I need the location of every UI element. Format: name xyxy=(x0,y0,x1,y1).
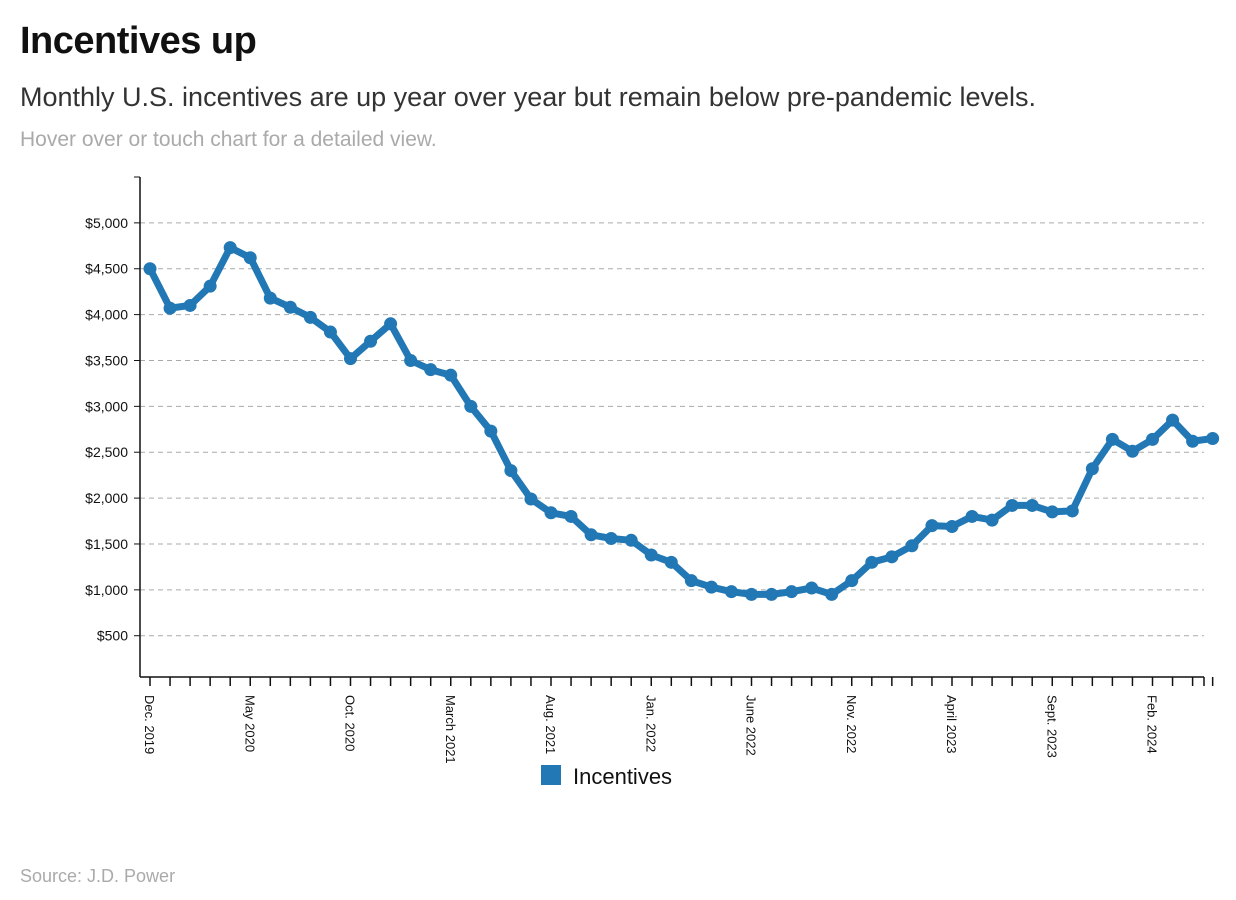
data-point[interactable] xyxy=(704,580,718,594)
x-tick-label: Aug. 2021 xyxy=(543,695,558,754)
y-tick-label: $1,000 xyxy=(85,582,128,598)
data-point[interactable] xyxy=(283,300,297,314)
data-point[interactable] xyxy=(624,533,638,547)
x-tick-label: Jan. 2022 xyxy=(643,695,658,752)
data-point[interactable] xyxy=(1105,432,1119,446)
x-tick-label: Sept. 2023 xyxy=(1044,695,1059,758)
data-point[interactable] xyxy=(223,241,237,255)
data-point[interactable] xyxy=(1025,498,1039,512)
data-point[interactable] xyxy=(1206,431,1220,445)
source-note: Source: J.D. Power xyxy=(20,866,176,886)
data-point[interactable] xyxy=(1065,504,1079,518)
data-point[interactable] xyxy=(524,492,538,506)
data-point[interactable] xyxy=(724,585,738,599)
y-tick-label: $2,000 xyxy=(85,490,128,506)
data-point[interactable] xyxy=(303,310,317,324)
data-point[interactable] xyxy=(985,513,999,527)
x-tick-label: Dec. 2019 xyxy=(142,695,157,754)
data-point[interactable] xyxy=(544,506,558,520)
data-point[interactable] xyxy=(885,550,899,564)
data-point[interactable] xyxy=(1186,434,1200,448)
data-point[interactable] xyxy=(1005,498,1019,512)
data-point[interactable] xyxy=(584,528,598,542)
data-point[interactable] xyxy=(323,325,337,339)
y-tick-label: $500 xyxy=(97,628,128,644)
data-point[interactable] xyxy=(1166,413,1180,427)
y-tick-label: $5,000 xyxy=(85,215,128,231)
data-point[interactable] xyxy=(163,301,177,315)
data-point[interactable] xyxy=(1045,505,1059,519)
x-tick-label: Oct. 2020 xyxy=(343,695,358,751)
data-point[interactable] xyxy=(263,291,277,305)
x-tick-label: March 2021 xyxy=(443,695,458,764)
data-point[interactable] xyxy=(1146,432,1159,446)
data-point[interactable] xyxy=(243,251,257,265)
series-incentives[interactable] xyxy=(143,241,1220,601)
y-tick-label: $3,500 xyxy=(85,352,128,368)
data-point[interactable] xyxy=(965,509,979,523)
data-point[interactable] xyxy=(925,519,939,533)
data-point[interactable] xyxy=(825,587,839,601)
data-point[interactable] xyxy=(644,548,658,562)
data-point[interactable] xyxy=(604,531,618,545)
data-point[interactable] xyxy=(464,399,478,413)
data-point[interactable] xyxy=(384,317,398,331)
chart-subtitle: Monthly U.S. incentives are up year over… xyxy=(20,82,1036,112)
x-tick-label: Feb. 2024 xyxy=(1145,695,1160,754)
y-tick-label: $4,000 xyxy=(85,307,128,323)
data-point[interactable] xyxy=(444,368,458,382)
data-point[interactable] xyxy=(684,574,698,588)
data-point[interactable] xyxy=(404,353,418,367)
y-tick-label: $2,500 xyxy=(85,444,128,460)
data-point[interactable] xyxy=(344,352,357,366)
data-point[interactable] xyxy=(905,539,919,553)
data-point[interactable] xyxy=(805,581,819,595)
legend-swatch xyxy=(541,765,561,785)
y-tick-label: $1,500 xyxy=(85,536,128,552)
data-point[interactable] xyxy=(364,334,378,348)
interaction-hint: Hover over or touch chart for a detailed… xyxy=(20,128,437,151)
data-point[interactable] xyxy=(785,585,799,599)
legend: Incentives xyxy=(541,764,672,789)
y-tick-label: $4,500 xyxy=(85,261,128,277)
data-point[interactable] xyxy=(1085,462,1099,476)
axes: $500 $1,000 $1,500 $2,000 $2,500 $3,000 $3,500… xyxy=(85,176,1214,764)
chart-title: Incentives up xyxy=(20,20,257,62)
data-point[interactable] xyxy=(1125,444,1139,458)
data-point[interactable] xyxy=(945,520,959,534)
data-point[interactable] xyxy=(203,279,217,293)
data-point[interactable] xyxy=(143,262,157,276)
x-tick-label: April 2023 xyxy=(944,695,959,754)
x-tick-label: May 2020 xyxy=(242,695,257,752)
y-tick-label: $3,000 xyxy=(85,398,128,414)
data-point[interactable] xyxy=(745,587,758,601)
data-point[interactable] xyxy=(845,574,859,588)
x-tick-label: Nov. 2022 xyxy=(844,695,859,753)
data-point[interactable] xyxy=(424,363,438,377)
x-tick-label: June 2022 xyxy=(744,695,759,756)
gridlines xyxy=(140,222,1204,637)
data-point[interactable] xyxy=(765,587,779,601)
series-line[interactable] xyxy=(146,244,1217,598)
data-point[interactable] xyxy=(183,298,197,312)
data-point[interactable] xyxy=(504,464,518,478)
data-point[interactable] xyxy=(564,509,578,523)
data-point[interactable] xyxy=(484,424,498,438)
data-point[interactable] xyxy=(865,555,879,569)
data-point[interactable] xyxy=(664,555,678,569)
legend-label: Incentives xyxy=(573,764,672,789)
